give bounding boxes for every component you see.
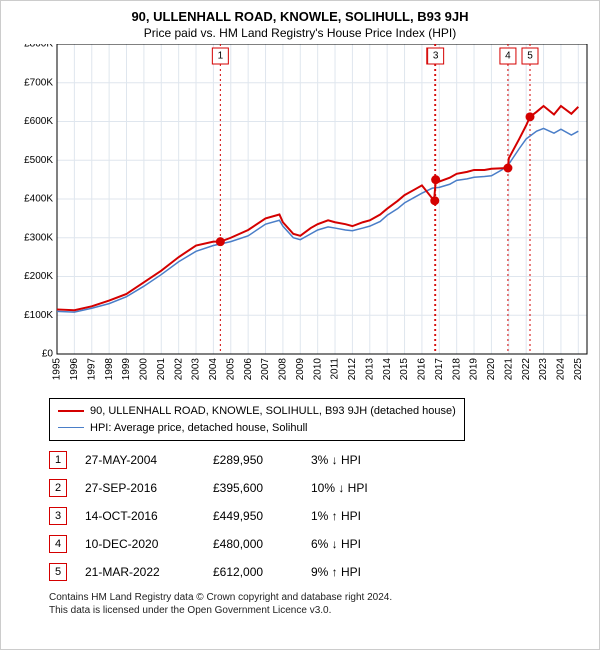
event-row: 2 27-SEP-2016 £395,600 10% ↓ HPI — [49, 479, 585, 497]
event-price: £480,000 — [213, 537, 293, 551]
event-diff: 1% ↑ HPI — [311, 509, 411, 523]
legend: 90, ULLENHALL ROAD, KNOWLE, SOLIHULL, B9… — [49, 398, 465, 441]
svg-text:2023: 2023 — [538, 358, 549, 381]
svg-text:2020: 2020 — [486, 358, 497, 381]
event-price: £289,950 — [213, 453, 293, 467]
event-date: 27-SEP-2016 — [85, 481, 195, 495]
legend-label: HPI: Average price, detached house, Soli… — [90, 420, 308, 437]
svg-text:2018: 2018 — [451, 358, 462, 381]
event-price: £449,950 — [213, 509, 293, 523]
svg-text:£800K: £800K — [24, 44, 53, 50]
svg-text:1998: 1998 — [104, 358, 115, 381]
event-diff: 10% ↓ HPI — [311, 481, 411, 495]
event-date: 27-MAY-2004 — [85, 453, 195, 467]
svg-text:1997: 1997 — [86, 358, 97, 381]
svg-text:2004: 2004 — [208, 358, 219, 381]
line-chart: 1995 1996 1997 1998 1999 2000 2001 2002 2003 2004… — [7, 44, 593, 394]
svg-text:2015: 2015 — [399, 358, 410, 381]
svg-text:2006: 2006 — [243, 358, 254, 381]
event-row: 5 21-MAR-2022 £612,000 9% ↑ HPI — [49, 563, 585, 581]
svg-text:£500K: £500K — [24, 155, 53, 166]
svg-text:£0: £0 — [42, 349, 54, 360]
event-number: 3 — [49, 507, 67, 525]
svg-text:2012: 2012 — [347, 358, 358, 381]
svg-text:2003: 2003 — [191, 358, 202, 381]
event-date: 14-OCT-2016 — [85, 509, 195, 523]
svg-text:2009: 2009 — [295, 358, 306, 381]
svg-text:1995: 1995 — [52, 358, 63, 381]
chart-subtitle: Price paid vs. HM Land Registry's House … — [7, 26, 593, 40]
svg-text:2000: 2000 — [139, 358, 150, 381]
event-price: £395,600 — [213, 481, 293, 495]
svg-text:£600K: £600K — [24, 116, 53, 127]
footer: Contains HM Land Registry data © Crown c… — [49, 591, 585, 617]
svg-text:2013: 2013 — [364, 358, 375, 381]
chart-title: 90, ULLENHALL ROAD, KNOWLE, SOLIHULL, B9… — [7, 9, 593, 24]
svg-text:1999: 1999 — [121, 358, 132, 381]
event-diff: 3% ↓ HPI — [311, 453, 411, 467]
svg-text:2022: 2022 — [521, 358, 532, 381]
svg-text:£100K: £100K — [24, 310, 53, 321]
svg-text:2025: 2025 — [573, 358, 584, 381]
event-row: 4 10-DEC-2020 £480,000 6% ↓ HPI — [49, 535, 585, 553]
svg-text:1: 1 — [218, 51, 224, 62]
event-number: 2 — [49, 479, 67, 497]
svg-text:£400K: £400K — [24, 194, 53, 205]
svg-text:5: 5 — [527, 51, 533, 62]
svg-text:2024: 2024 — [556, 358, 567, 381]
svg-text:2016: 2016 — [417, 358, 428, 381]
svg-text:2021: 2021 — [503, 358, 514, 381]
svg-text:2019: 2019 — [469, 358, 480, 381]
event-row: 3 14-OCT-2016 £449,950 1% ↑ HPI — [49, 507, 585, 525]
svg-text:£200K: £200K — [24, 271, 53, 282]
svg-text:£300K: £300K — [24, 232, 53, 243]
legend-label: 90, ULLENHALL ROAD, KNOWLE, SOLIHULL, B9… — [90, 403, 456, 420]
event-row: 1 27-MAY-2004 £289,950 3% ↓ HPI — [49, 451, 585, 469]
footer-line1: Contains HM Land Registry data © Crown c… — [49, 591, 585, 604]
legend-item: 90, ULLENHALL ROAD, KNOWLE, SOLIHULL, B9… — [58, 403, 456, 420]
events-table: 1 27-MAY-2004 £289,950 3% ↓ HPI 2 27-SEP-2016… — [49, 451, 585, 581]
svg-text:2017: 2017 — [434, 358, 445, 381]
event-date: 21-MAR-2022 — [85, 565, 195, 579]
legend-swatch — [58, 427, 84, 428]
svg-text:2001: 2001 — [156, 358, 167, 381]
svg-text:2007: 2007 — [260, 358, 271, 381]
svg-text:2014: 2014 — [382, 358, 393, 381]
svg-text:2010: 2010 — [312, 358, 323, 381]
chart-area: 1995 1996 1997 1998 1999 2000 2001 2002 2003 2004… — [7, 44, 593, 394]
svg-text:2008: 2008 — [278, 358, 289, 381]
svg-text:3: 3 — [433, 51, 439, 62]
svg-text:2002: 2002 — [173, 358, 184, 381]
svg-text:2005: 2005 — [225, 358, 236, 381]
event-number: 1 — [49, 451, 67, 469]
svg-text:1996: 1996 — [69, 358, 80, 381]
event-diff: 6% ↓ HPI — [311, 537, 411, 551]
svg-text:2011: 2011 — [330, 358, 341, 380]
event-number: 4 — [49, 535, 67, 553]
legend-item: HPI: Average price, detached house, Soli… — [58, 420, 456, 437]
event-diff: 9% ↑ HPI — [311, 565, 411, 579]
svg-text:£700K: £700K — [24, 77, 53, 88]
footer-line2: This data is licensed under the Open Gov… — [49, 604, 585, 617]
svg-text:4: 4 — [505, 51, 511, 62]
legend-swatch — [58, 410, 84, 412]
event-date: 10-DEC-2020 — [85, 537, 195, 551]
chart-container: 90, ULLENHALL ROAD, KNOWLE, SOLIHULL, B9… — [0, 0, 600, 650]
event-number: 5 — [49, 563, 67, 581]
event-price: £612,000 — [213, 565, 293, 579]
